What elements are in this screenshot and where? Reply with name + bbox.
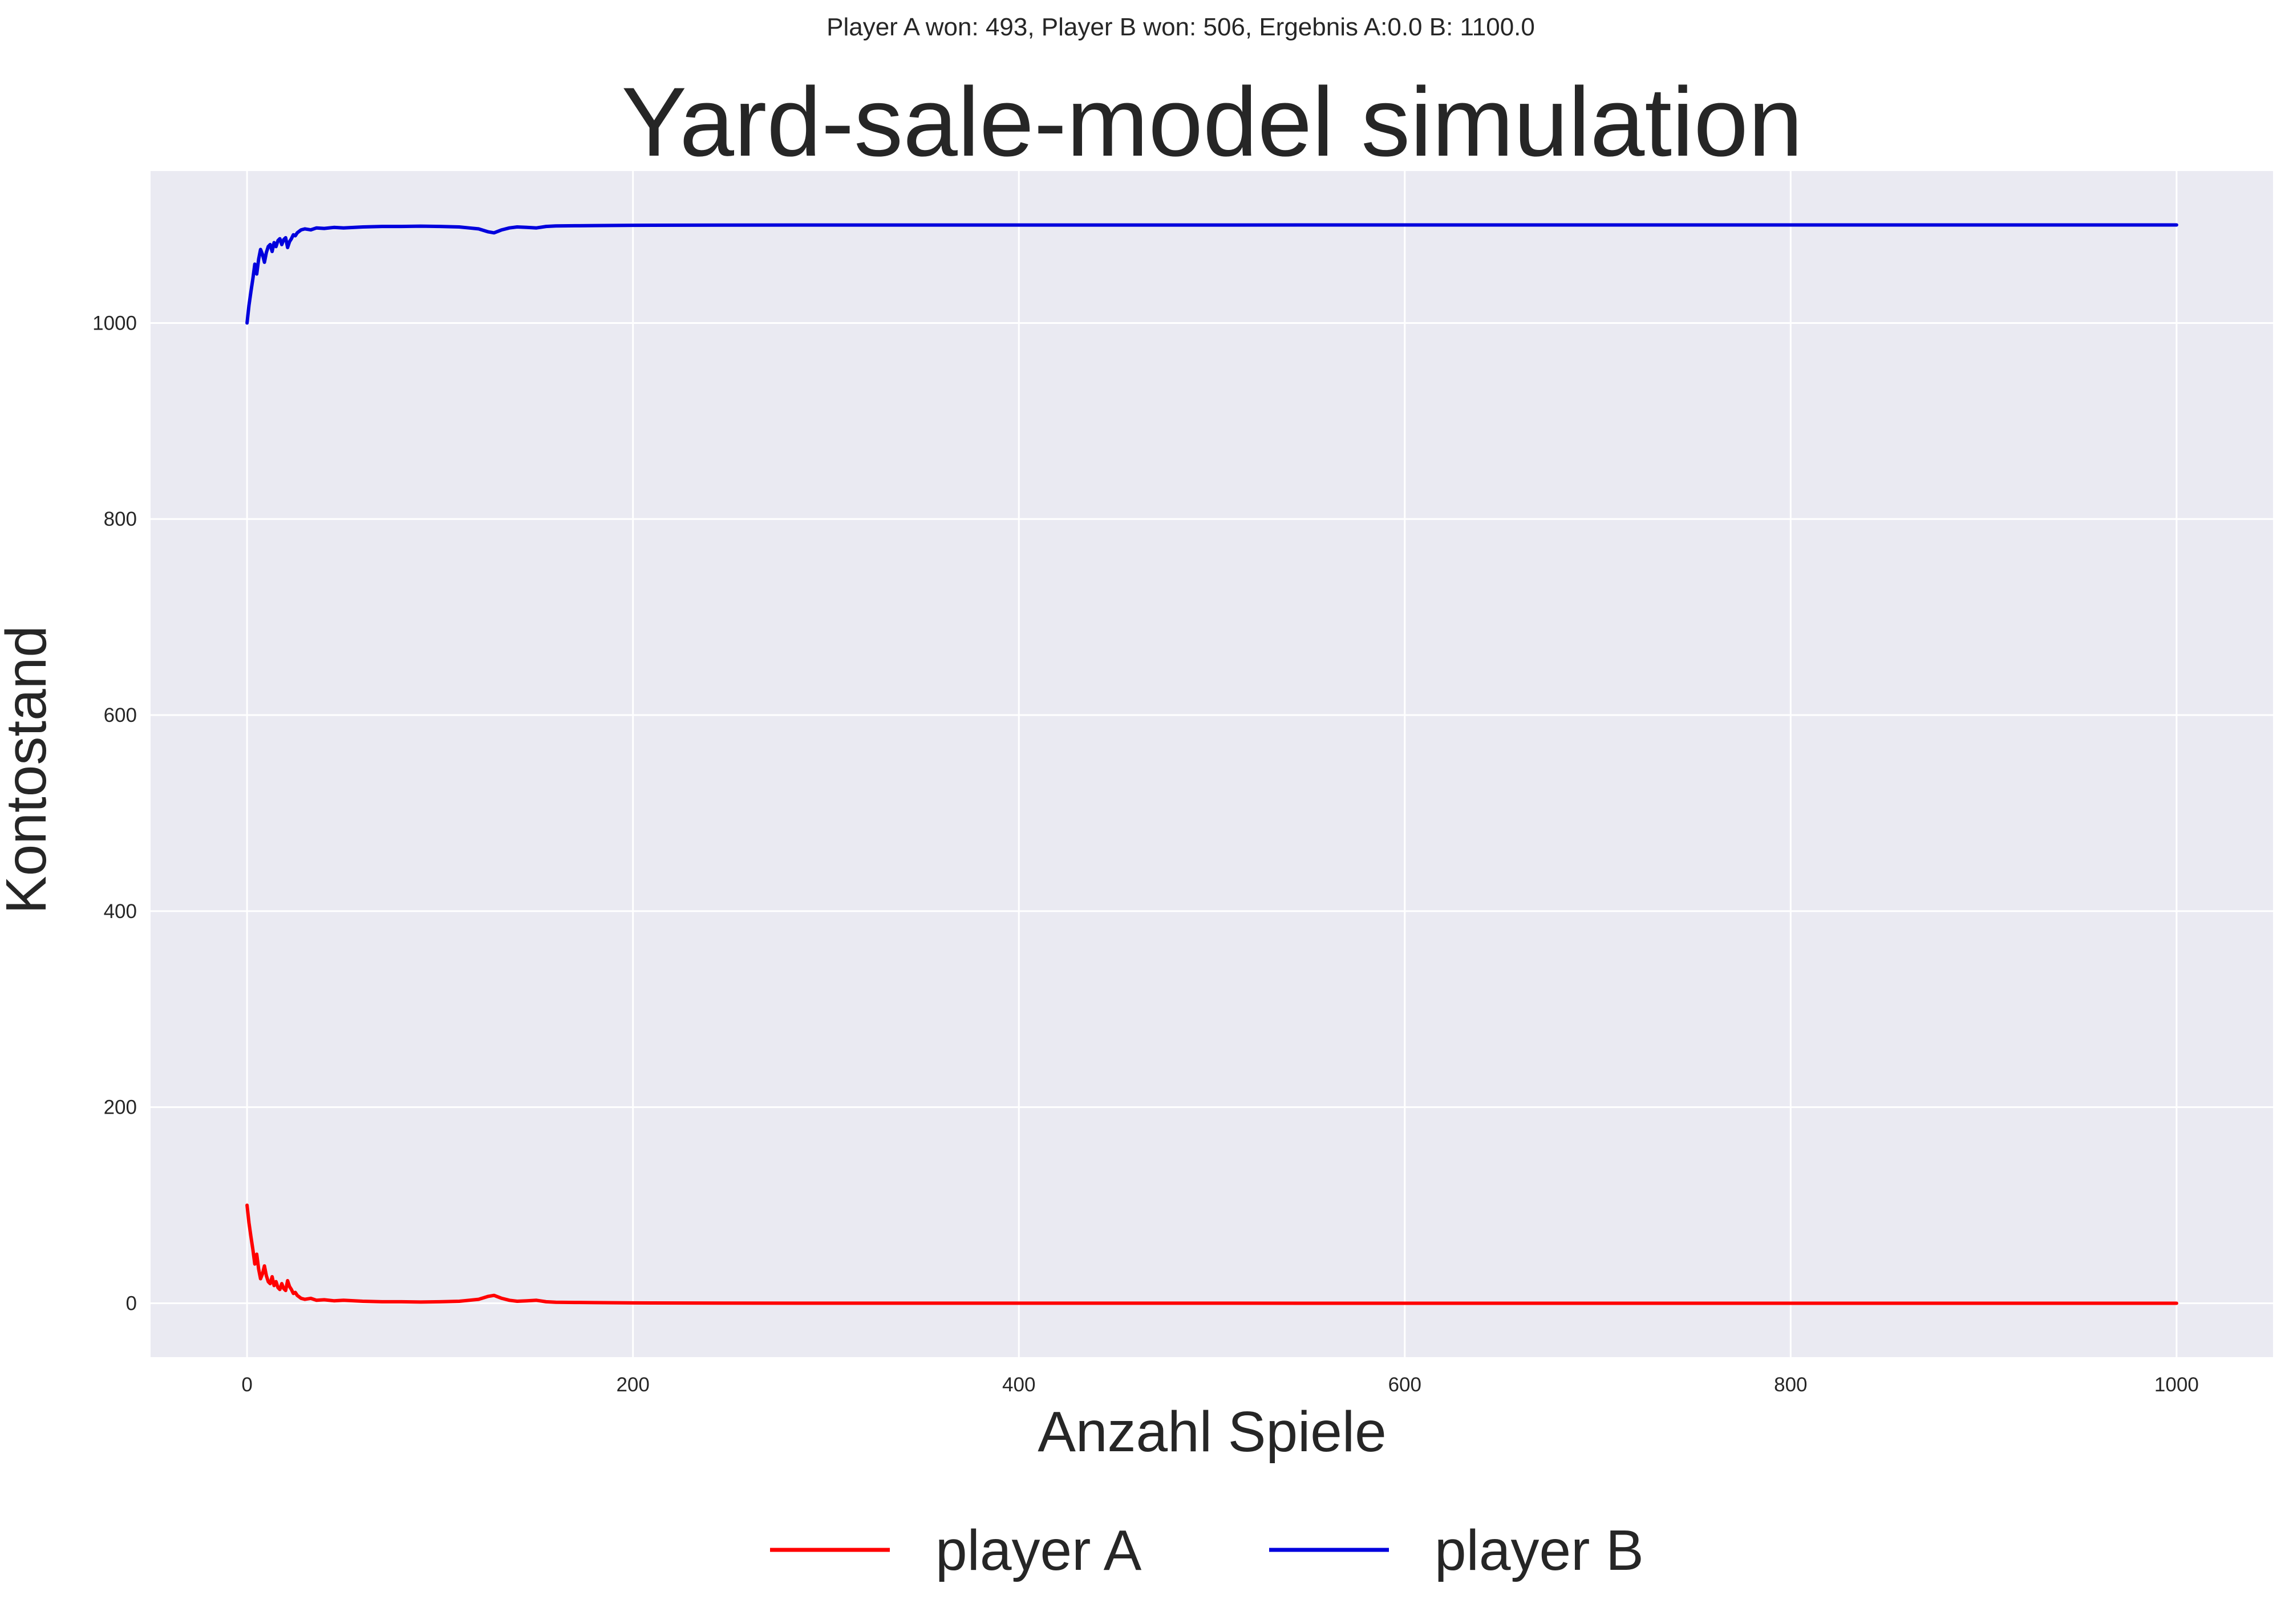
chart-suptitle: Player A won: 493, Player B won: 506, Er… <box>827 13 1535 41</box>
y-tick-label: 0 <box>126 1292 137 1314</box>
y-tick-labels: 0 200 400 600 800 1000 <box>92 312 137 1314</box>
x-tick-label: 600 <box>1388 1374 1421 1396</box>
x-tick-labels: 0 200 400 600 800 1000 <box>241 1374 2198 1396</box>
x-tick-label: 200 <box>616 1374 649 1396</box>
x-tick-label: 1000 <box>2154 1374 2199 1396</box>
series-line-player-a <box>245 1203 2178 1305</box>
x-axis-label: Anzahl Spiele <box>1038 1400 1387 1464</box>
y-axis-label: Kontostand <box>0 626 58 914</box>
x-tick-label: 800 <box>1774 1374 1807 1396</box>
grid-lines <box>151 171 2273 1357</box>
y-tick-label: 400 <box>104 900 137 923</box>
legend: player A player B <box>770 1519 1644 1582</box>
legend-label: player B <box>1435 1519 1644 1582</box>
y-tick-label: 1000 <box>92 312 137 334</box>
y-tick-label: 200 <box>104 1097 137 1119</box>
legend-label: player A <box>935 1519 1142 1582</box>
series-layer <box>245 223 2178 1305</box>
y-tick-label: 600 <box>104 704 137 726</box>
plot-area <box>151 171 2273 1357</box>
chart-title: Yard-sale-model simulation <box>621 67 1802 177</box>
x-tick-label: 400 <box>1002 1374 1035 1396</box>
x-tick-label: 0 <box>241 1374 252 1396</box>
series-line-player-b <box>245 223 2178 325</box>
y-tick-label: 800 <box>104 508 137 530</box>
